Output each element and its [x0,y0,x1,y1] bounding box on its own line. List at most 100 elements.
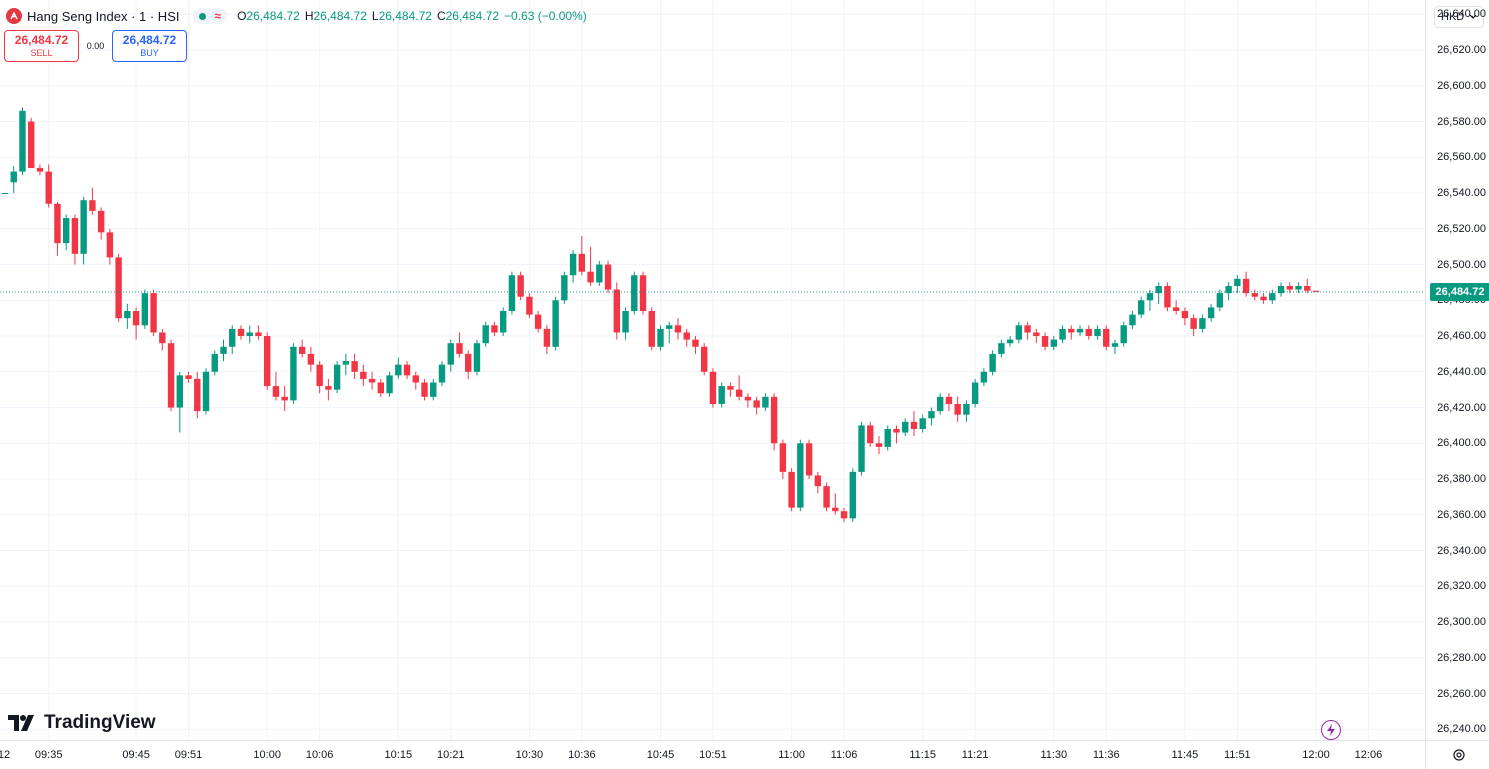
candle [1138,296,1145,319]
candle [1050,336,1057,351]
candle [1260,293,1267,304]
currency-selector[interactable]: HKD [1434,6,1484,28]
candle-body [840,511,848,519]
candle [1,193,9,195]
candle-body [80,200,87,254]
candle [1199,314,1206,333]
tradingview-logo-icon [8,715,38,731]
tradingview-logo[interactable]: TradingView [8,712,156,734]
time-tick-label: 10:15 [384,749,413,761]
candle-body [412,375,419,383]
candle-body [403,364,411,376]
candle-body [333,364,341,390]
chevron-down-icon [1469,11,1477,23]
candle [508,271,516,315]
candle [788,468,795,512]
symbol-title[interactable]: Hang Seng Index · 1 · HSI [27,8,180,24]
candle-body [666,325,673,329]
time-tick-label: 12 [0,749,11,761]
candle [1015,321,1023,344]
candle [517,271,524,301]
candle [1024,321,1031,340]
candle-body [325,386,332,390]
ohlc-high: H26,484.72 [304,9,367,23]
price-tick-label: 26,640.00 [1437,8,1486,21]
candle-body [508,275,516,312]
candle [1216,289,1224,312]
candle [421,378,428,401]
price-tick-label: 26,240.00 [1437,723,1486,736]
buy-button[interactable]: 26,484.72 BUY [112,30,187,62]
candle [290,343,297,404]
candle-body [596,264,603,283]
price-tick-label: 26,380.00 [1437,473,1486,486]
candle-body [718,386,725,404]
candle [735,375,743,401]
candle [709,368,717,408]
candle-body [884,428,891,447]
candle [1041,332,1049,351]
chart-plot-area[interactable]: Hang Seng Index · 1 · HSI ≈ O26,484.72 H… [0,0,1425,740]
candle-body [176,375,183,408]
candle-body [928,411,935,419]
candle [1312,290,1320,292]
candle [28,117,35,169]
candle-body [482,325,489,344]
candle-body [421,382,428,397]
settings-gear-icon[interactable] [1452,748,1466,762]
sell-price: 26,484.72 [14,33,69,47]
candle-body [351,361,358,372]
buy-price: 26,484.72 [122,33,177,47]
candle [1164,282,1171,312]
candle [1181,307,1189,326]
candle-body [97,210,105,233]
candle [202,368,210,415]
price-tick-label: 26,440.00 [1437,365,1486,378]
candle-body [1216,293,1224,308]
candle [823,482,830,512]
candle [1068,325,1075,340]
time-tick-label: 11:00 [778,749,805,761]
candle [919,414,926,433]
candle-body [360,371,367,379]
price-axis[interactable]: HKD 26,240.00 26,260.00 26,280.00 26,300.00… [1425,0,1489,740]
candle [499,307,507,337]
candle [1120,321,1127,347]
candle-body [875,443,883,447]
last-price-label: 26,484.72 [1430,282,1489,301]
sell-button[interactable]: 26,484.72 SELL [4,30,79,62]
candle [211,350,218,376]
candle [465,350,472,379]
time-tick-label: 09:51 [174,749,203,761]
candle [237,325,245,340]
time-axis[interactable]: 12 09:35 09:45 09:51 10:00 10:06 10:15 10:21 10:… [0,740,1425,769]
candle-body [1033,332,1040,337]
candle-body [89,200,96,211]
market-status-pill[interactable]: ≈ [193,8,228,24]
candle-body [255,332,262,337]
candle-body [1181,311,1189,319]
time-tick-label: 12:00 [1302,749,1330,761]
candle [351,353,358,379]
currency-value: HKD [1441,11,1465,23]
ohlc-low: L26,484.72 [371,9,432,23]
candle-body [735,389,743,397]
candle-body [386,375,393,394]
candle [805,439,813,480]
candle [1172,300,1180,315]
candle-body [552,300,559,347]
candle-body [54,203,61,244]
candle [360,364,367,387]
candle-body [281,396,288,401]
time-tick-label: 09:45 [122,749,150,761]
candle-body [561,275,568,301]
candlestick-chart[interactable] [0,0,1425,740]
candle [298,339,306,358]
candle [587,246,594,286]
lightning-bolt-icon[interactable] [1321,720,1341,740]
candle-body [473,343,481,372]
candle-body [272,386,280,397]
candle [482,321,489,347]
ohlc-open: O26,484.72 [237,9,300,23]
candle [858,421,865,476]
